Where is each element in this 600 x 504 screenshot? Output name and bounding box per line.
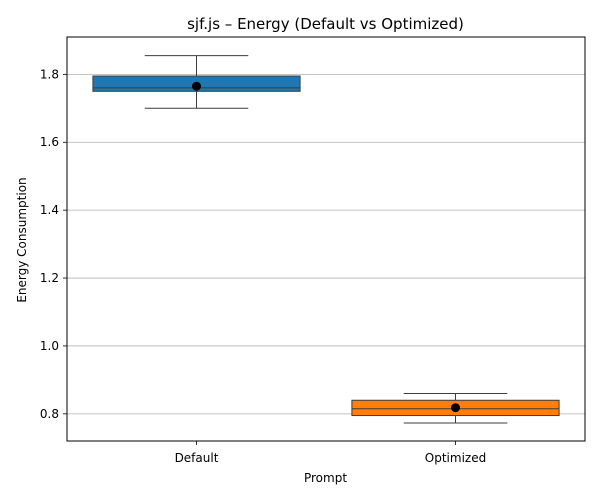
boxes [92, 55, 560, 424]
y-tick-label: 1.2 [40, 271, 59, 285]
y-tick-label: 1.6 [40, 135, 59, 149]
plot-frame [66, 36, 586, 442]
y-tick-label: 1.4 [40, 203, 59, 217]
y-axis-label: Energy Consumption [15, 177, 29, 302]
y-tick-label: 0.8 [40, 407, 59, 421]
x-axis-label: Prompt [304, 471, 347, 485]
axes: 0.8 1.0 1.2 1.4 1.6 1.8 Default Optimized [40, 36, 586, 465]
x-tick-label: Default [175, 451, 219, 465]
x-tick-label: Optimized [425, 451, 486, 465]
y-tick-label: 1.0 [40, 339, 59, 353]
y-tick-label: 1.8 [40, 67, 59, 81]
chart-title: sjf.js – Energy (Default vs Optimized) [187, 15, 464, 33]
mean-marker [192, 81, 201, 91]
mean-marker [451, 403, 460, 413]
